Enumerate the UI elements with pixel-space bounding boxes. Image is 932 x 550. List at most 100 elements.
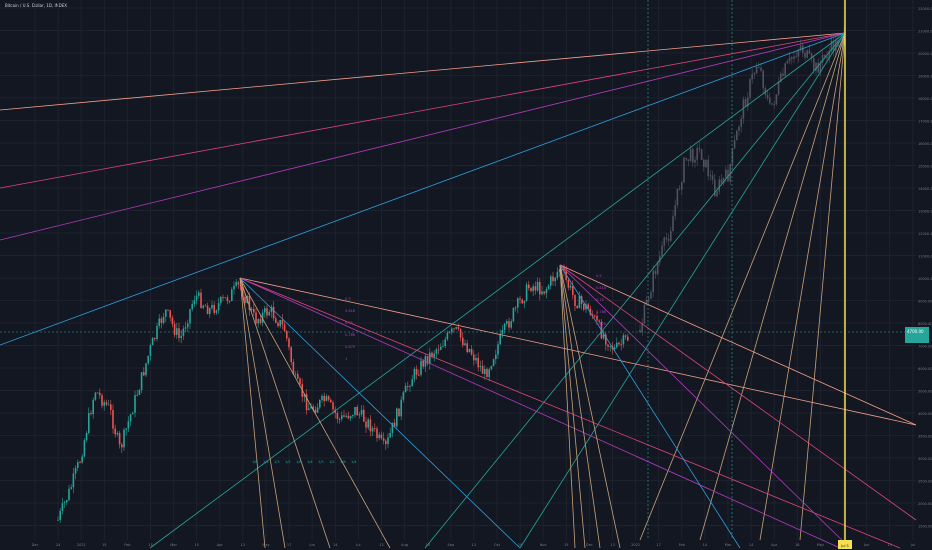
ghost-candle-body	[808, 50, 811, 54]
candle-body	[151, 337, 154, 346]
candle-body	[523, 300, 526, 304]
candle-body	[90, 413, 92, 415]
ghost-candle-body	[689, 149, 692, 161]
y-tick-label: 7000.00	[918, 345, 932, 349]
candle-body	[525, 284, 528, 301]
fan-line	[424, 32, 846, 549]
candle-body	[59, 510, 61, 520]
candle-body	[266, 308, 268, 316]
candle-body	[365, 421, 367, 428]
ghost-candle-body	[711, 175, 714, 180]
candle-body	[376, 428, 378, 438]
fan-line	[559, 264, 851, 549]
candle-body	[202, 305, 204, 308]
candle-body	[517, 298, 519, 308]
candle-body	[468, 348, 471, 353]
y-tick-label: 1500.00	[918, 525, 932, 529]
candle-body	[134, 395, 136, 413]
x-tick-label: 14	[749, 543, 754, 547]
candle-body	[578, 296, 581, 309]
candle-body	[281, 320, 284, 325]
fan-line	[239, 277, 901, 549]
candle-body	[574, 294, 576, 307]
candle-body	[470, 348, 473, 355]
candle-body	[61, 503, 64, 511]
ghost-candle-body	[641, 323, 643, 333]
fan-line	[239, 277, 331, 549]
candle-body	[129, 414, 132, 422]
ghost-candle-body	[731, 148, 734, 165]
ghost-candle-body	[782, 73, 784, 76]
y-tick-label: 21000.00	[918, 30, 932, 34]
x-tick-label: 13	[887, 543, 891, 547]
candle-body	[442, 346, 444, 347]
candle-body	[349, 416, 352, 419]
candle-body	[132, 412, 134, 415]
ghost-candle-body	[758, 66, 760, 68]
candle-body	[198, 292, 200, 296]
ghost-candle-body	[793, 56, 795, 59]
candle-body	[341, 415, 343, 419]
candle-body	[286, 331, 288, 339]
ghost-candle-body	[674, 205, 676, 217]
ghost-candle-body	[729, 164, 731, 182]
candle-body	[547, 285, 550, 290]
candle-body	[99, 392, 101, 396]
candle-body	[426, 356, 429, 364]
fan-line	[559, 264, 576, 549]
y-tick-label: 19000.00	[918, 75, 932, 79]
ghost-candle-body	[648, 298, 650, 300]
ghost-candle-body	[740, 118, 742, 127]
candle-body	[200, 292, 202, 308]
candle-body	[204, 305, 207, 307]
candle-body	[220, 296, 222, 304]
candle-body	[550, 276, 552, 286]
x-tick-label: Mar	[725, 543, 732, 547]
candle-body	[378, 434, 380, 438]
x-tick-label: 17	[287, 543, 291, 547]
candle-body	[420, 360, 422, 375]
ghost-candle-body	[784, 63, 786, 76]
cursor-x-label-box	[838, 540, 852, 549]
ghost-candle-body	[678, 188, 681, 190]
ghost-candle-body	[744, 99, 747, 107]
candle-body	[308, 408, 310, 411]
candle-body	[358, 414, 361, 416]
ghost-candle-body	[683, 157, 685, 183]
candle-body	[585, 304, 587, 310]
candle-body	[112, 409, 114, 429]
candle-body	[314, 409, 317, 413]
x-tick-label: Sep	[447, 543, 454, 547]
fan-line	[559, 264, 917, 426]
candle-body	[519, 298, 521, 300]
candle-body	[136, 394, 138, 396]
candle-body	[268, 312, 270, 316]
ghost-candle-body	[826, 56, 828, 59]
candle-body	[347, 415, 350, 419]
candle-body	[79, 462, 81, 464]
ghost-candle-body	[795, 56, 797, 58]
y-tick-label: 9000.00	[918, 300, 932, 304]
ghost-candle-body	[819, 62, 822, 73]
x-tick-label: 14	[703, 543, 708, 547]
candle-body	[140, 372, 143, 390]
ghost-candle-body	[830, 40, 833, 51]
ghost-candle-body	[656, 262, 659, 275]
ghost-candle-body	[694, 159, 696, 163]
candle-body	[336, 413, 339, 419]
candle-body	[261, 312, 264, 323]
ghost-candle-body	[817, 62, 819, 73]
candle-body	[371, 428, 374, 432]
x-tick-label: 2022	[631, 543, 640, 547]
fan-fraction-label: 1/4	[351, 460, 357, 464]
ghost-candle-body	[738, 126, 740, 131]
candle-body	[57, 519, 59, 521]
x-tick-label: Feb	[124, 543, 131, 547]
fan-level-label: 0.75	[596, 298, 604, 302]
candle-body	[367, 419, 369, 428]
candle-body	[429, 352, 431, 364]
candle-body	[521, 299, 523, 304]
candle-body	[345, 415, 347, 417]
